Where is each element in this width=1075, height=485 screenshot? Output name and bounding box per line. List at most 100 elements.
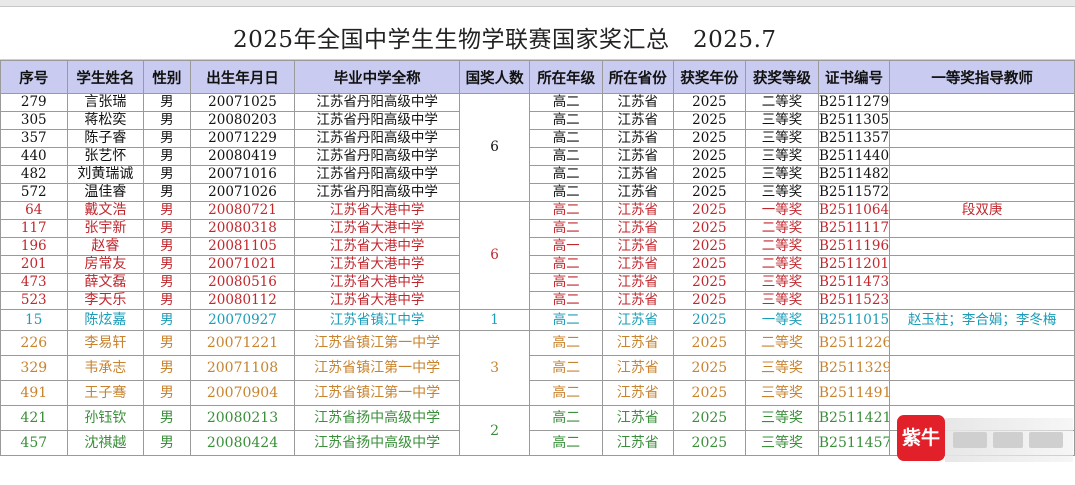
cell-level[interactable]: 三等奖 — [745, 129, 819, 148]
cell-name[interactable]: 蒋松奕 — [66, 111, 145, 130]
cell-level[interactable]: 二等奖 — [745, 93, 819, 112]
cell-year[interactable]: 2025 — [672, 273, 747, 292]
cell-sex[interactable]: 男 — [143, 111, 191, 130]
cell-sex[interactable]: 男 — [143, 291, 191, 310]
cell-dob[interactable]: 20080203 — [189, 111, 296, 130]
cell-level[interactable]: 三等奖 — [745, 111, 819, 130]
cell-school[interactable]: 江苏省镇江第一中学 — [294, 330, 460, 356]
cell-award-count[interactable]: 3 — [458, 330, 531, 406]
cell-no[interactable]: 523 — [0, 291, 68, 310]
cell-grade[interactable]: 高一 — [529, 237, 603, 256]
cell-sex[interactable]: 男 — [143, 165, 191, 184]
cell-grade[interactable]: 高二 — [529, 111, 603, 130]
cell-name[interactable]: 韦承志 — [66, 355, 145, 381]
header-cell[interactable]: 获奖年份 — [672, 60, 747, 94]
cell-level[interactable]: 三等奖 — [745, 291, 819, 310]
cell-dob[interactable]: 20080318 — [189, 219, 296, 238]
header-cell[interactable]: 毕业中学全称 — [294, 60, 460, 94]
cell-school[interactable]: 江苏省大港中学 — [294, 219, 460, 238]
cell-year[interactable]: 2025 — [672, 405, 747, 431]
cell-no[interactable]: 64 — [0, 201, 68, 220]
cell-school[interactable]: 江苏省丹阳高级中学 — [294, 147, 460, 166]
cell-year[interactable]: 2025 — [672, 355, 747, 381]
cell-cert[interactable]: B2511279 — [817, 93, 891, 112]
cell-school[interactable]: 江苏省大港中学 — [294, 201, 460, 220]
table-row[interactable]: 196 赵睿男 20081105 江苏省大港中学 高一 江苏省 2025 二等奖 B251119… — [0, 237, 1075, 256]
cell-sex[interactable]: 男 — [143, 380, 191, 406]
cell-level[interactable]: 三等奖 — [745, 165, 819, 184]
cell-level[interactable]: 三等奖 — [745, 273, 819, 292]
cell-cert[interactable]: B2511572 — [817, 183, 891, 202]
cell-level[interactable]: 三等奖 — [745, 183, 819, 202]
header-cell[interactable]: 出生年月日 — [189, 60, 296, 94]
cell-name[interactable]: 李天乐 — [66, 291, 145, 310]
cell-level[interactable]: 二等奖 — [745, 237, 819, 256]
cell-teacher[interactable] — [889, 237, 1075, 256]
header-cell[interactable]: 所在年级 — [529, 60, 603, 94]
cell-school[interactable]: 江苏省大港中学 — [294, 255, 460, 274]
cell-no[interactable]: 482 — [0, 165, 68, 184]
cell-sex[interactable]: 男 — [143, 183, 191, 202]
cell-teacher[interactable]: 段双庚 — [889, 201, 1075, 220]
cell-level[interactable]: 三等奖 — [745, 147, 819, 166]
cell-sex[interactable]: 男 — [143, 255, 191, 274]
cell-prov[interactable]: 江苏省 — [601, 355, 674, 381]
table-row[interactable]: 523 李天乐男 20080112 江苏省大港中学 高二 江苏省 2025 三等奖 B25115… — [0, 291, 1075, 310]
cell-school[interactable]: 江苏省扬中高级中学 — [294, 430, 460, 456]
cell-year[interactable]: 2025 — [672, 237, 747, 256]
cell-dob[interactable]: 20071026 — [189, 183, 296, 202]
cell-teacher[interactable] — [889, 255, 1075, 274]
cell-prov[interactable]: 江苏省 — [601, 129, 674, 148]
cell-name[interactable]: 沈祺越 — [66, 430, 145, 456]
cell-school[interactable]: 江苏省大港中学 — [294, 237, 460, 256]
cell-year[interactable]: 2025 — [672, 111, 747, 130]
header-cell[interactable]: 学生姓名 — [66, 60, 145, 94]
cell-sex[interactable]: 男 — [143, 309, 191, 331]
cell-level[interactable]: 一等奖 — [745, 201, 819, 220]
cell-year[interactable]: 2025 — [672, 183, 747, 202]
table-row[interactable]: 572 温佳睿男 20071026 江苏省丹阳高级中学 高二 江苏省 2025 三等奖 B251… — [0, 183, 1075, 202]
cell-cert[interactable]: B2511421 — [817, 405, 891, 431]
cell-grade[interactable]: 高二 — [529, 405, 603, 431]
cell-award-count[interactable]: 2 — [458, 405, 531, 456]
cell-sex[interactable]: 男 — [143, 273, 191, 292]
cell-year[interactable]: 2025 — [672, 309, 747, 331]
cell-grade[interactable]: 高二 — [529, 380, 603, 406]
cell-prov[interactable]: 江苏省 — [601, 291, 674, 310]
cell-prov[interactable]: 江苏省 — [601, 273, 674, 292]
cell-prov[interactable]: 江苏省 — [601, 255, 674, 274]
cell-no[interactable]: 473 — [0, 273, 68, 292]
cell-dob[interactable]: 20071221 — [189, 330, 296, 356]
cell-school[interactable]: 江苏省丹阳高级中学 — [294, 129, 460, 148]
cell-dob[interactable]: 20071108 — [189, 355, 296, 381]
cell-no[interactable]: 440 — [0, 147, 68, 166]
cell-level[interactable]: 三等奖 — [745, 430, 819, 456]
cell-grade[interactable]: 高二 — [529, 183, 603, 202]
cell-no[interactable]: 279 — [0, 93, 68, 112]
cell-sex[interactable]: 男 — [143, 405, 191, 431]
cell-sex[interactable]: 男 — [143, 147, 191, 166]
table-row[interactable]: 491 王子骞男 20070904 江苏省镇江第一中学 高二 江苏省 2025 三等奖 B251… — [0, 380, 1075, 406]
cell-dob[interactable]: 20071016 — [189, 165, 296, 184]
cell-teacher[interactable] — [889, 380, 1075, 406]
cell-name[interactable]: 刘黄瑞诚 — [66, 165, 145, 184]
cell-dob[interactable]: 20071021 — [189, 255, 296, 274]
cell-year[interactable]: 2025 — [672, 255, 747, 274]
cell-prov[interactable]: 江苏省 — [601, 405, 674, 431]
cell-cert[interactable]: B2511457 — [817, 430, 891, 456]
cell-dob[interactable]: 20070904 — [189, 380, 296, 406]
header-cell[interactable]: 序号 — [0, 60, 68, 94]
table-row[interactable]: 226 李易轩男 20071221 江苏省镇江第一中学 3 高二 江苏省 2025 二等奖 B25… — [0, 330, 1075, 406]
cell-grade[interactable]: 高二 — [529, 147, 603, 166]
table-row[interactable]: 357 陈子睿男 20071229 江苏省丹阳高级中学 高二 江苏省 2025 三等奖 B251… — [0, 129, 1075, 148]
cell-prov[interactable]: 江苏省 — [601, 93, 674, 112]
cell-school[interactable]: 江苏省丹阳高级中学 — [294, 93, 460, 112]
cell-grade[interactable]: 高二 — [529, 255, 603, 274]
cell-school[interactable]: 江苏省丹阳高级中学 — [294, 165, 460, 184]
cell-school[interactable]: 江苏省丹阳高级中学 — [294, 183, 460, 202]
cell-no[interactable]: 457 — [0, 430, 68, 456]
cell-year[interactable]: 2025 — [672, 430, 747, 456]
cell-no[interactable]: 196 — [0, 237, 68, 256]
cell-prov[interactable]: 江苏省 — [601, 183, 674, 202]
cell-year[interactable]: 2025 — [672, 147, 747, 166]
